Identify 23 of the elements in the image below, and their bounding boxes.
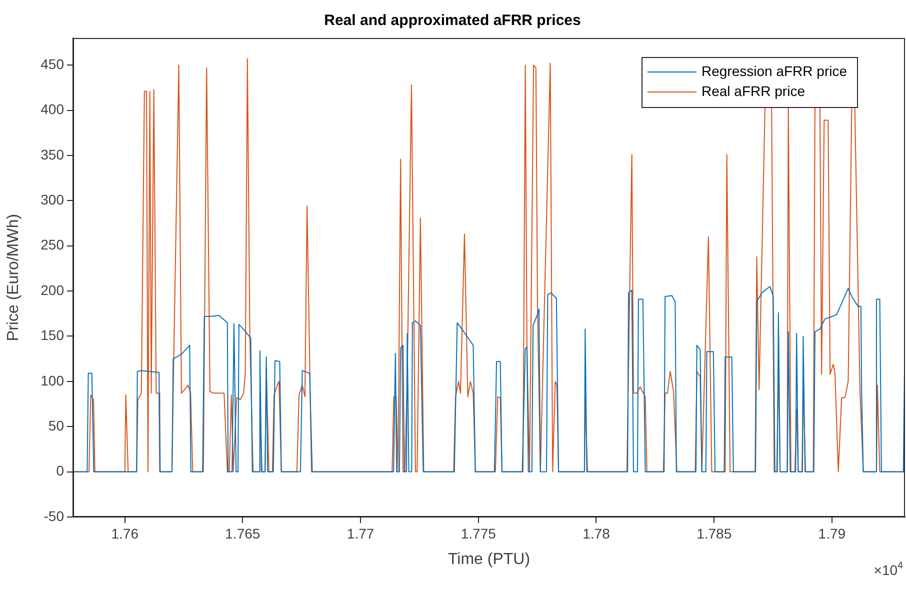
x-tick-label: 1.775 (460, 525, 496, 542)
x-tick-label: 1.765 (225, 525, 260, 542)
x-axis-title: Time (PTU) (448, 550, 530, 568)
y-tick-label: 250 (40, 236, 64, 253)
y-tick-label: 150 (40, 327, 64, 344)
legend-label: Real aFRR price (702, 82, 806, 99)
y-tick-label: 200 (40, 282, 64, 298)
x-tick-label: 1.79 (818, 525, 846, 542)
legend-label: Regression aFRR price (702, 62, 848, 79)
y-tick-label: 0 (56, 462, 64, 479)
y-tick-label: 450 (40, 56, 64, 72)
y-tick-label: 300 (40, 192, 64, 208)
y-axis-title: Price (Euro/MWh) (5, 214, 22, 342)
y-tick-label: 400 (40, 101, 64, 118)
x-tick-label: 1.78 (582, 525, 610, 542)
y-tick-label: 100 (40, 372, 64, 388)
y-tick-label: 50 (48, 417, 64, 434)
x-tick-label: 1.77 (346, 525, 374, 542)
x-tick-label: 1.76 (111, 525, 139, 542)
chart-title: Real and approximated aFRR prices (324, 12, 581, 30)
y-tick-label: -50 (44, 508, 64, 524)
y-tick-label: 350 (40, 146, 64, 162)
x-tick-label: 1.785 (696, 525, 732, 542)
